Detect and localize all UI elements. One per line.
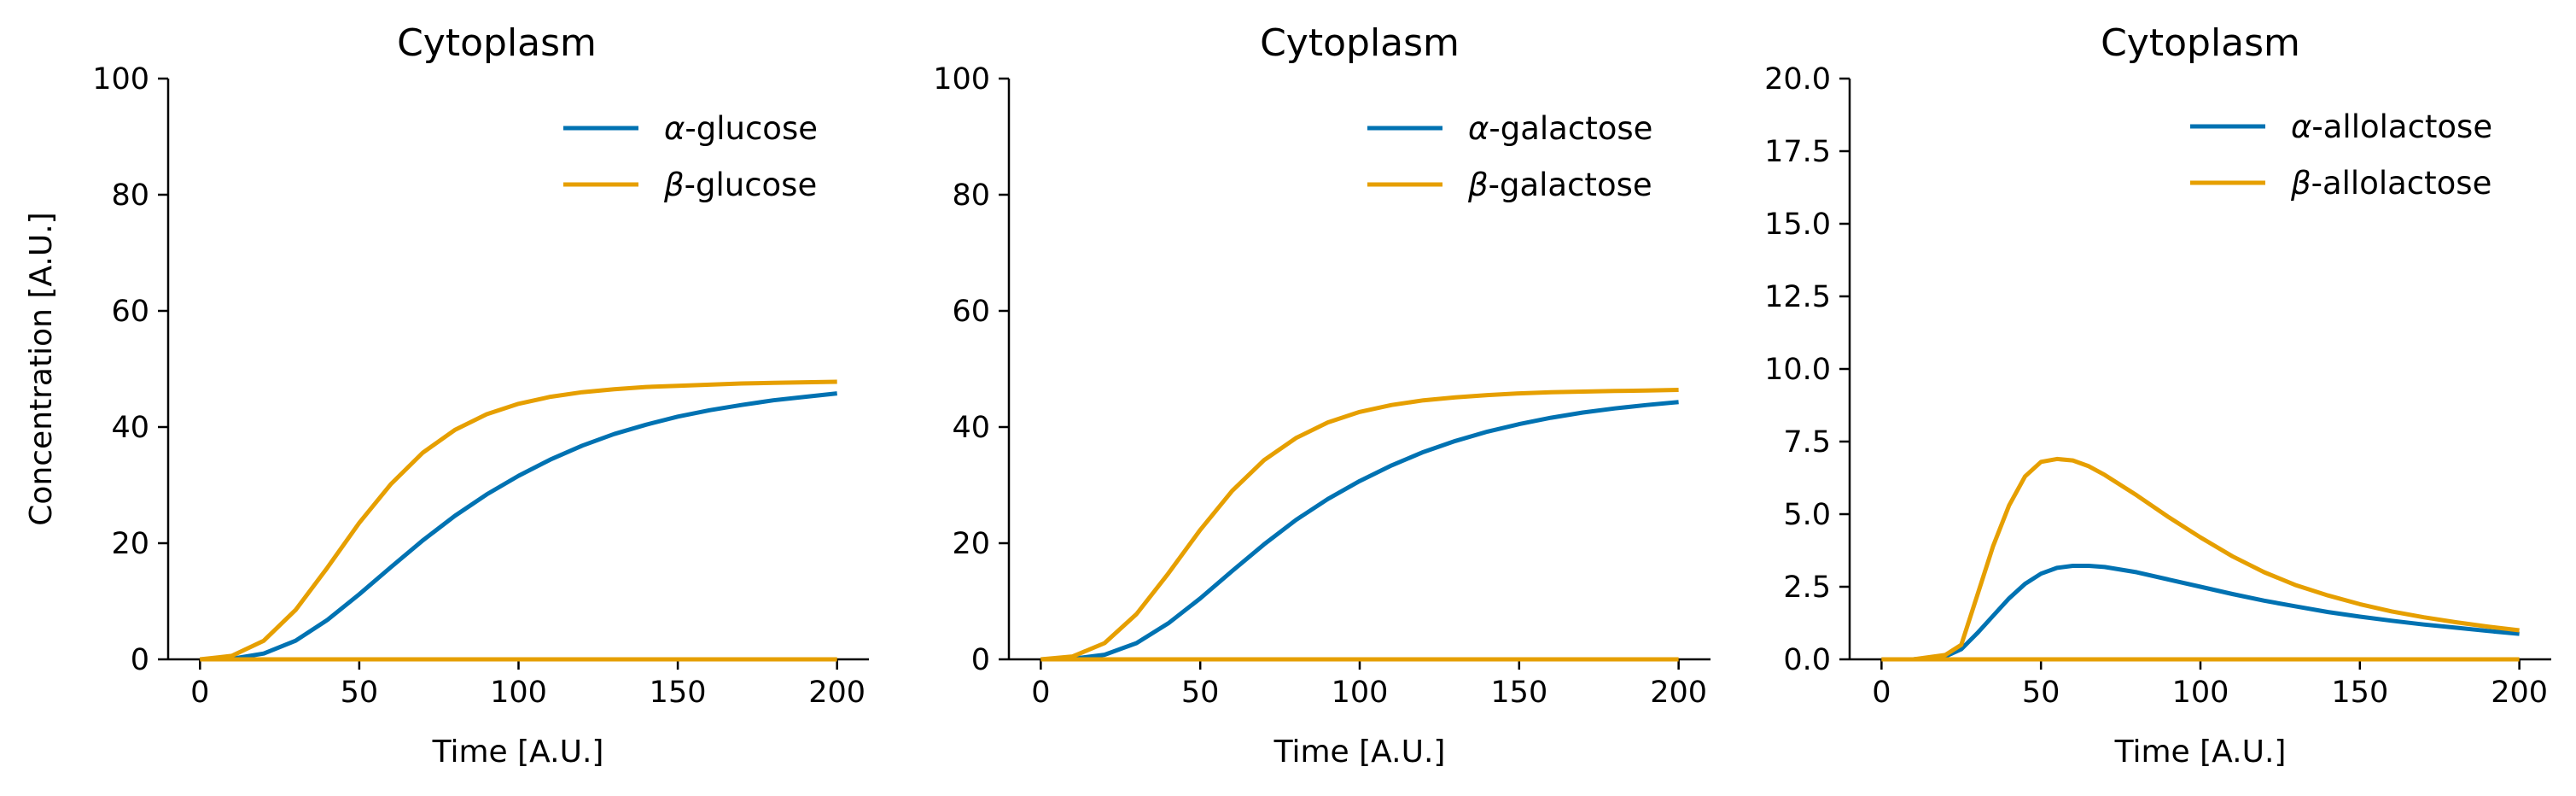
panel-3-x-tick-label-0: 0 (1872, 676, 1891, 710)
panel-1-legend-label-0: α-glucose (664, 110, 818, 147)
panel-3-y-tick-label-4: 10.0 (1764, 353, 1831, 387)
panel-1-y-tick-label-1: 20 (111, 527, 149, 561)
panel-1-legend-label-1: β-glucose (663, 167, 817, 203)
panel-1-title: Cytoplasm (397, 21, 597, 65)
panel-1-y-tick-label-4: 80 (111, 179, 149, 213)
panel-3-y-tick-label-1: 2.5 (1783, 571, 1831, 605)
panel-3-y-tick-label-2: 5.0 (1783, 498, 1831, 532)
panel-1-x-tick-label-4: 200 (808, 676, 865, 710)
panel-3-y-tick-label-8: 20.0 (1764, 62, 1831, 97)
panel-2-series-1-line (1040, 388, 1679, 662)
panel-3-y-tick-label-0: 0.0 (1783, 643, 1831, 677)
panel-3-series (1881, 456, 2520, 662)
panel-3-x-tick-label-4: 200 (2491, 676, 2548, 710)
panel-2-legend-label-1: β-galactose (1467, 167, 1652, 203)
panel-2-x-tick-label-2: 100 (1332, 676, 1389, 710)
panel-3-ticks: 0 50 100 150 200 0.0 2.5 5.0 7.5 10.0 12.5 15.0 17.5… (1764, 62, 2548, 710)
panel-3-y-tick-label-3: 7.5 (1783, 425, 1831, 459)
panel-2-title: Cytoplasm (1260, 21, 1460, 65)
panel-1-y-tick-label-5: 100 (92, 62, 149, 97)
panel-1-y-tick-label-2: 40 (111, 411, 149, 445)
panel-3-legend-label-0: α-allolactose (2291, 108, 2492, 145)
panel-1-ticks: 0 50 100 150 200 0 20 40 60 80 100 (92, 62, 865, 710)
panel-2-y-tick-label-2: 40 (952, 411, 990, 445)
panel-1-x-tick-label-1: 50 (341, 676, 379, 710)
panel-2-x-tick-label-3: 150 (1490, 676, 1547, 710)
panel-3-legend-label-1: β-allolactose (2290, 165, 2491, 202)
panel-2-y-tick-label-1: 20 (952, 527, 990, 561)
panel-1-y-label: Concentration [A.U.] (24, 212, 59, 525)
panel-3-title: Cytoplasm (2101, 21, 2300, 65)
panel-1-series-1-line (200, 379, 837, 662)
panel-3-x-label: Time [A.U.] (2114, 735, 2287, 770)
panel-2-legend-label-0: α-galactose (1468, 110, 1652, 147)
panel-2-y-tick-label-4: 80 (952, 179, 990, 213)
panel-2-x-tick-label-4: 200 (1650, 676, 1707, 710)
panel-1: Cytoplasm 0 50 100 150 200 0 20 40 60 80 100 α-glu… (24, 21, 869, 770)
panel-1-x-tick-label-2: 100 (490, 676, 547, 710)
panel-1-series-0-line (200, 391, 837, 662)
panel-3-y-tick-label-7: 17.5 (1764, 135, 1831, 169)
panel-2-x-label: Time [A.U.] (1273, 735, 1446, 770)
panel-3: Cytoplasm 0 50 100 150 200 0.0 2.5 5.0 7.5 10.0 12… (1764, 21, 2551, 770)
panel-3-series-1-line (1881, 456, 2520, 662)
panel-2-y-tick-label-0: 0 (971, 643, 990, 677)
panel-2-series-0-line (1040, 400, 1679, 662)
panel-1-x-label: Time [A.U.] (432, 735, 604, 770)
panel-2-y-tick-label-3: 60 (952, 295, 990, 329)
panel-3-x-tick-label-2: 100 (2172, 676, 2229, 710)
panel-3-y-tick-label-6: 15.0 (1764, 208, 1831, 242)
panel-2-series (1040, 388, 1679, 662)
panel-1-y-tick-label-0: 0 (131, 643, 149, 677)
panel-2-x-tick-label-0: 0 (1031, 676, 1050, 710)
panel-2-legend: α-galactose β-galactose (1367, 110, 1652, 203)
panel-3-series-0-line (1881, 564, 2520, 662)
panel-3-x-tick-label-3: 150 (2331, 676, 2388, 710)
panel-1-legend: α-glucose β-glucose (563, 110, 818, 203)
panel-1-x-tick-label-3: 150 (650, 676, 707, 710)
panel-2-ticks: 0 50 100 150 200 0 20 40 60 80 100 (933, 62, 1707, 710)
panel-1-x-tick-label-0: 0 (190, 676, 209, 710)
panel-2-y-tick-label-5: 100 (933, 62, 990, 97)
panel-3-y-tick-label-5: 12.5 (1764, 280, 1831, 314)
panel-2: Cytoplasm 0 50 100 150 200 0 20 40 60 80 100 α-gal… (933, 21, 1711, 770)
panel-1-y-tick-label-3: 60 (111, 295, 149, 329)
panel-2-x-tick-label-1: 50 (1181, 676, 1220, 710)
panel-1-series (200, 379, 837, 662)
panel-3-x-tick-label-1: 50 (2022, 676, 2060, 710)
panel-3-legend: α-allolactose β-allolactose (2190, 108, 2492, 202)
